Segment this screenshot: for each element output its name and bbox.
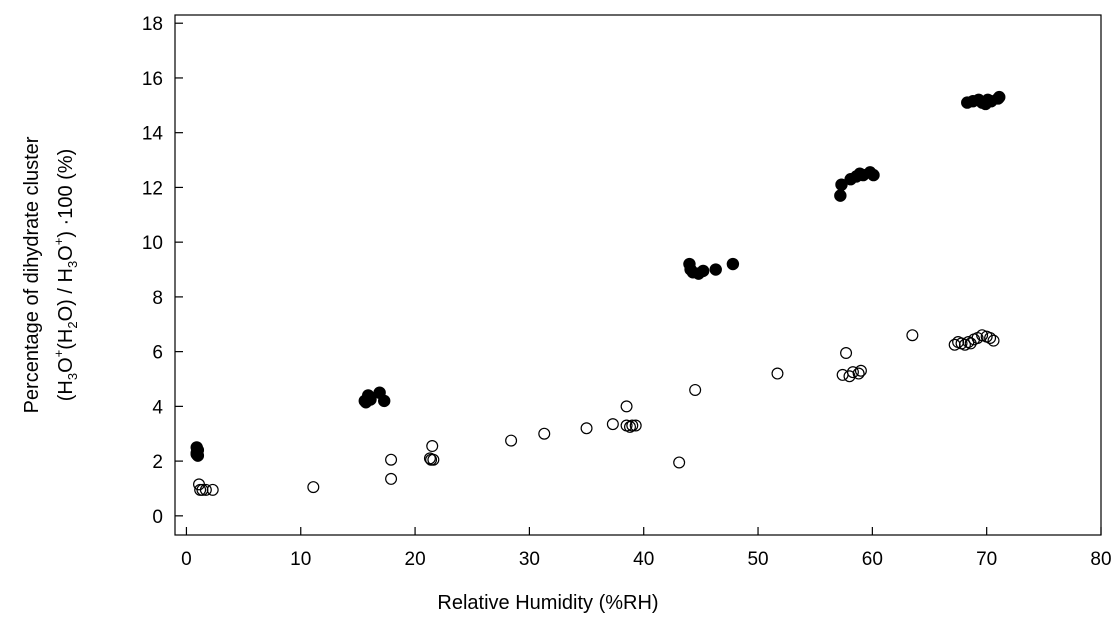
open-data-point <box>385 453 398 466</box>
y-tick-label: 18 <box>142 14 163 35</box>
open-data-point <box>976 329 989 342</box>
y-axis-title-line2: (H3O+(H2O) / H3O+) ·100 (%) <box>51 149 80 401</box>
x-tick-label: 10 <box>290 549 311 570</box>
y-tick-label: 16 <box>142 69 163 90</box>
x-tick-label: 60 <box>862 549 883 570</box>
x-tick-label: 80 <box>1090 549 1111 570</box>
open-data-point <box>199 483 212 496</box>
open-data-point <box>987 334 1000 347</box>
open-data-point <box>620 400 633 413</box>
x-tick-label: 40 <box>633 549 654 570</box>
y-tick-label: 12 <box>142 178 163 199</box>
open-data-point <box>623 420 636 433</box>
x-tick-label: 20 <box>405 549 426 570</box>
open-data-point <box>673 456 686 469</box>
data-points <box>190 90 1006 496</box>
open-data-point <box>626 419 639 432</box>
y-tick-label: 2 <box>152 452 163 473</box>
y-axis-title: Percentage of dihydrate cluster (H3O+(H2… <box>21 136 80 413</box>
open-data-point <box>307 481 320 494</box>
filled-data-point <box>835 178 848 191</box>
filled-data-point <box>726 257 740 271</box>
open-data-point <box>689 383 702 396</box>
x-tick-label: 70 <box>976 549 997 570</box>
open-data-point <box>771 367 784 380</box>
y-axis: 0 2 4 6 8 10 12 14 16 18 <box>142 14 183 528</box>
open-data-point <box>629 419 642 432</box>
y-tick-label: 0 <box>152 507 163 528</box>
x-axis: 0 10 20 30 40 50 60 70 80 <box>181 527 1112 570</box>
open-data-point <box>206 483 219 496</box>
open-data-point <box>606 418 619 431</box>
open-data-point <box>984 331 997 344</box>
x-tick-label: 0 <box>181 549 192 570</box>
filled-data-point <box>378 394 391 408</box>
open-data-point <box>843 370 856 383</box>
y-tick-label: 4 <box>152 397 163 418</box>
filled-data-point <box>834 189 847 202</box>
open-data-point <box>906 329 919 342</box>
open-data-point <box>852 367 865 380</box>
open-data-point <box>580 422 593 435</box>
x-axis-title: Relative Humidity (%RH) <box>437 592 658 614</box>
y-tick-label: 6 <box>152 343 163 364</box>
filled-data-point <box>190 448 203 461</box>
open-data-point <box>427 453 440 466</box>
x-tick-label: 50 <box>747 549 768 570</box>
open-data-point <box>426 440 439 453</box>
open-data-point <box>385 472 398 485</box>
filled-data-point <box>359 396 373 409</box>
y-tick-label: 8 <box>152 288 163 309</box>
open-data-point <box>840 347 853 360</box>
filled-data-point <box>867 168 880 182</box>
filled-data-point <box>696 264 710 278</box>
x-tick-label: 30 <box>519 549 540 570</box>
open-data-point <box>958 338 971 351</box>
open-data-point <box>854 364 867 377</box>
open-data-point <box>505 434 518 447</box>
filled-data-point <box>993 90 1006 104</box>
open-data-point <box>538 427 551 440</box>
plot-frame <box>174 14 1102 536</box>
y-tick-label: 10 <box>142 233 163 254</box>
filled-data-point <box>709 263 722 276</box>
open-data-point <box>846 366 859 379</box>
y-axis-title-line1: Percentage of dihydrate cluster <box>21 136 43 413</box>
y-tick-label: 14 <box>142 124 164 145</box>
